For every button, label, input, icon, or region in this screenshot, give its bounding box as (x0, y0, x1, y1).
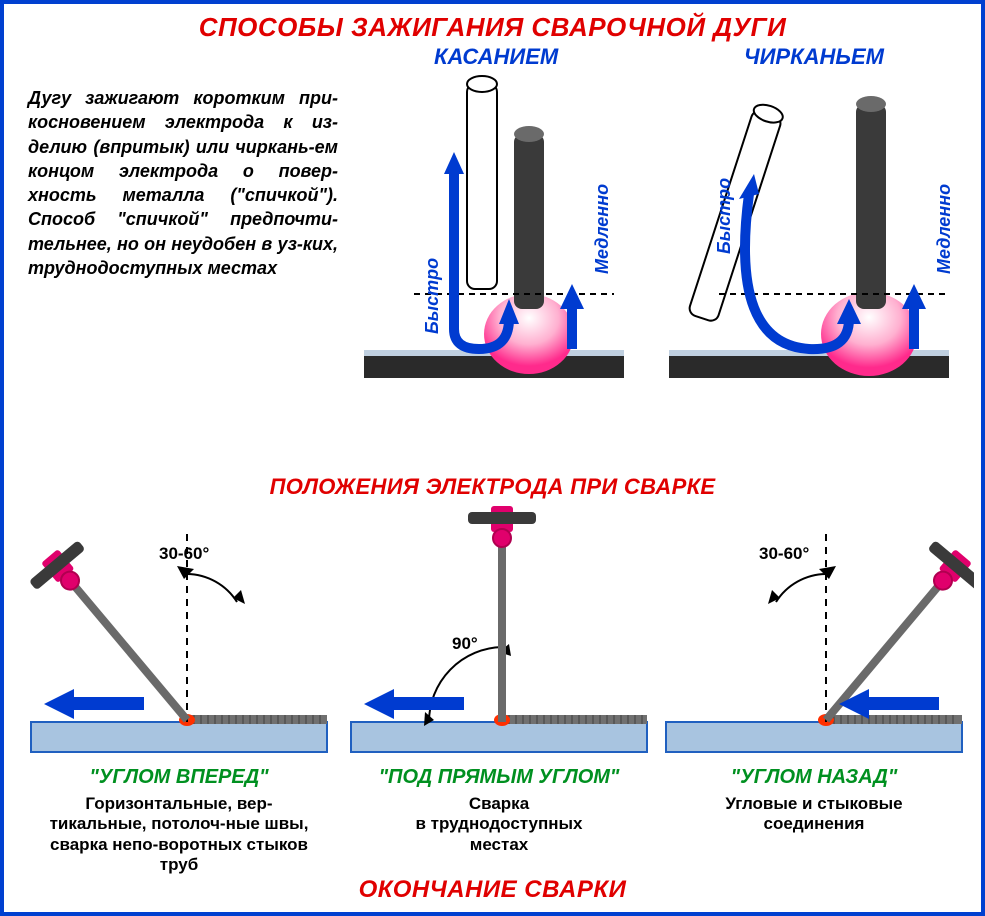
label-mid: "ПОД ПРЯМЫМ УГЛОМ" (359, 766, 639, 789)
ignition-diagrams: Быстро Медленно (354, 74, 974, 414)
touch-slow-label: Медленно (592, 184, 613, 274)
end-title: ОКОНЧАНИЕ СВАРКИ (4, 876, 981, 904)
scratch-label: ЧИРКАНЬЕМ (744, 44, 884, 70)
back-diagram (654, 504, 974, 764)
scratch-diagram (659, 74, 959, 394)
touch-label: КАСАНИЕМ (434, 44, 558, 70)
right-diagram (339, 504, 659, 764)
main-title: СПОСОБЫ ЗАЖИГАНИЯ СВАРОЧНОЙ ДУГИ (4, 12, 981, 43)
ignition-description: Дугу зажигают коротким при-косновением э… (28, 86, 338, 280)
label-back: "УГЛОМ НАЗАД" (699, 766, 929, 789)
text-mid: Сварка в труднодоступных местах (379, 794, 619, 855)
scratch-fast-label: Быстро (714, 178, 735, 254)
angle-back: 30-60° (759, 544, 809, 564)
touch-fast-label: Быстро (422, 258, 443, 334)
label-fwd: "УГЛОМ ВПЕРЕД" (59, 766, 299, 789)
text-fwd: Горизонтальные, вер-тикальные, потолоч-н… (44, 794, 314, 876)
angle-mid: 90° (452, 634, 478, 654)
angle-fwd: 30-60° (159, 544, 209, 564)
positions-title-row: ПОЛОЖЕНИЯ ЭЛЕКТРОДА ПРИ СВАРКЕ (4, 474, 981, 500)
text-back: Угловые и стыковые соединения (694, 794, 934, 835)
poster-frame: СПОСОБЫ ЗАЖИГАНИЯ СВАРОЧНОЙ ДУГИ КАСАНИЕ… (0, 0, 985, 916)
forward-diagram (19, 504, 339, 764)
positions-title: ПОЛОЖЕНИЯ ЭЛЕКТРОДА ПРИ СВАРКЕ (4, 474, 981, 500)
positions-diagrams: 30-60° 90° (4, 504, 985, 864)
scratch-slow-label: Медленно (934, 184, 955, 274)
